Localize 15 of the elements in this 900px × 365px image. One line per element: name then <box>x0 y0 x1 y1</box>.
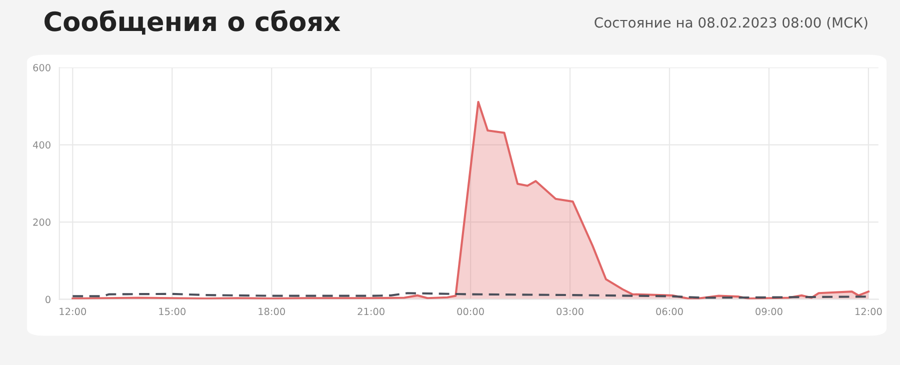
y-tick-label: 600 <box>33 64 50 72</box>
y-tick-label: 200 <box>33 218 50 226</box>
x-tick-label: 15:00 <box>159 308 186 316</box>
x-tick-label: 21:00 <box>358 308 384 316</box>
chart-subtitle: Состояние на 08.02.2023 08:00 (МСК) <box>594 17 868 30</box>
x-tick-label: 12:00 <box>60 308 86 316</box>
x-tick-label: 06:00 <box>656 308 683 316</box>
chart-title: Сообщения о сбоях <box>44 10 340 35</box>
y-tick-label: 400 <box>32 141 50 149</box>
x-tick-label: 09:00 <box>756 308 782 316</box>
x-tick-label: 12:00 <box>856 308 882 316</box>
y-tick-label: 0 <box>46 296 50 304</box>
x-tick-label: 03:00 <box>556 308 584 316</box>
x-tick-label: 18:00 <box>258 308 285 316</box>
x-tick-label: 00:00 <box>457 308 484 316</box>
